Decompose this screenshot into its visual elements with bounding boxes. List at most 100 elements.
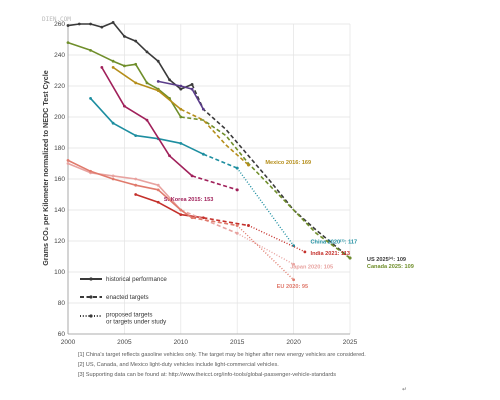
s-korea-historical-point (168, 154, 171, 158)
mexico-historical-line (112, 66, 182, 110)
india-enacted-line (203, 217, 249, 227)
y-tick-label: 100 (54, 269, 65, 276)
canada-historical-point (134, 62, 138, 66)
mexico-us-secondary-historical--historical-point (156, 79, 160, 83)
y-tick-label: 240 (54, 52, 65, 59)
us-historical-point (179, 87, 183, 91)
india-historical-point (156, 200, 160, 204)
eu-end-label: EU 2020: 95 (277, 284, 308, 290)
japan-historical-point (156, 183, 160, 187)
canada-historical-point (145, 81, 149, 85)
japan-historical-point (66, 162, 70, 165)
legend-label-dashed: enacted targets (106, 294, 149, 301)
y-tick-label: 80 (58, 300, 66, 307)
mexico-historical-point (111, 66, 115, 69)
s-korea-end-label: S. Korea 2015: 153 (164, 197, 213, 203)
eu-historical-line (67, 159, 193, 219)
india-proposed-point (303, 250, 307, 254)
footnote-2: [2] US, Canada, and Mexico light-duty ve… (78, 362, 279, 368)
us-historical-point (66, 24, 70, 27)
eu-historical-point (179, 208, 183, 212)
x-tick-label: 2010 (174, 339, 189, 346)
x-tick-label: 2025 (343, 339, 358, 346)
china-historical-point (134, 134, 138, 138)
japan-historical-line (67, 162, 182, 211)
legend-marker-dotted (89, 314, 93, 318)
us-historical-line (67, 21, 193, 90)
mexico-enacted-line (180, 108, 250, 166)
us-historical-point (77, 22, 81, 26)
mexico-us-secondary-historical--historical-point (190, 87, 194, 91)
canada-historical-point (123, 64, 126, 68)
japan-proposed-line (236, 232, 294, 265)
canada-historical-point (89, 48, 92, 52)
india-historical-point (179, 213, 183, 217)
series (66, 21, 352, 282)
footnote-3: [3] Supporting data can be found at: htt… (78, 372, 337, 378)
legend-label-solid: historical performance (106, 276, 167, 283)
india-historical-point (134, 193, 138, 196)
legend-marker-dashed (89, 295, 93, 299)
return-mark: ↵ (402, 387, 408, 393)
y-tick-label: 200 (54, 114, 65, 121)
us-historical-point (111, 21, 115, 24)
india-historical-line (135, 193, 204, 219)
india-end-label: India 2021: 113 (311, 251, 351, 257)
eu-historical-point (89, 169, 92, 173)
china-historical-point (111, 121, 115, 125)
legend-marker-solid (89, 277, 93, 281)
eu-historical-point (66, 159, 70, 162)
s-korea-historical-point (100, 66, 104, 69)
s-korea-enacted-line (191, 175, 238, 191)
canada-historical-point (66, 41, 70, 44)
s-korea-enacted-point (235, 188, 239, 192)
x-tick-label: 2020 (286, 339, 301, 346)
mexico-us-secondary-historical--historical-point (201, 107, 205, 111)
india-proposed-line (248, 224, 306, 253)
eu-historical-point (111, 177, 115, 181)
y-axis-label: Grams CO₂ per Kilometer normalized to NE… (41, 70, 50, 266)
japan-enacted-line (180, 209, 238, 235)
y-tick-label: 160 (54, 176, 65, 183)
china-proposed-line (236, 167, 295, 247)
us-historical-point (134, 39, 138, 43)
china-proposed-point (292, 244, 295, 248)
y-tick-label: 260 (54, 21, 65, 28)
us-historical-point (156, 59, 160, 63)
eu-historical-point (134, 183, 138, 187)
mexico-end-label: Mexico 2016: 169 (265, 160, 311, 166)
china-historical-point (179, 141, 183, 145)
eu-proposed-point (292, 278, 295, 282)
y-tick-label: 180 (54, 145, 65, 152)
axes: 60 80 100 120 140 160 180 200 220 240 260 2000 2005 2… (54, 21, 357, 346)
legend-label-dotted: proposed targets (106, 312, 152, 319)
us-historical-point (100, 25, 104, 29)
mexico-enacted-point (246, 163, 250, 167)
mexico-us-secondary-historical--historical-line (158, 80, 205, 110)
x-tick-label: 2000 (61, 339, 76, 346)
x-tick-label: 2015 (230, 339, 245, 346)
y-tick-label: 140 (54, 207, 65, 214)
eu-historical-point (156, 188, 160, 192)
y-tick-label: 60 (58, 331, 66, 338)
china-enacted-line (203, 153, 238, 169)
canada-historical-point (111, 59, 115, 63)
japan-historical-point (134, 177, 138, 181)
us-historical-point (145, 50, 149, 54)
eu-proposed-line (236, 224, 295, 281)
s-korea-historical-point (145, 118, 149, 122)
us-historical-point (123, 35, 126, 38)
y-tick-label: 220 (54, 83, 65, 90)
mexico-us-secondary-historical--historical-point (179, 84, 183, 88)
us-historical-point (89, 22, 92, 26)
canada-enacted-point (348, 256, 352, 260)
mexico-historical-point (156, 89, 160, 93)
canada-end-label: Canada 2025: 109 (367, 264, 414, 270)
china-end-label: China 2020⁽¹⁾: 117 (311, 239, 358, 246)
canada-enacted-line (180, 116, 351, 259)
legend-label-dotted-cont: or targets under study (106, 319, 167, 326)
footnote-1: [1] China's target reflects gasoline veh… (78, 352, 366, 358)
us-end-label: US 2025⁽²⁾: 109 (367, 256, 406, 263)
